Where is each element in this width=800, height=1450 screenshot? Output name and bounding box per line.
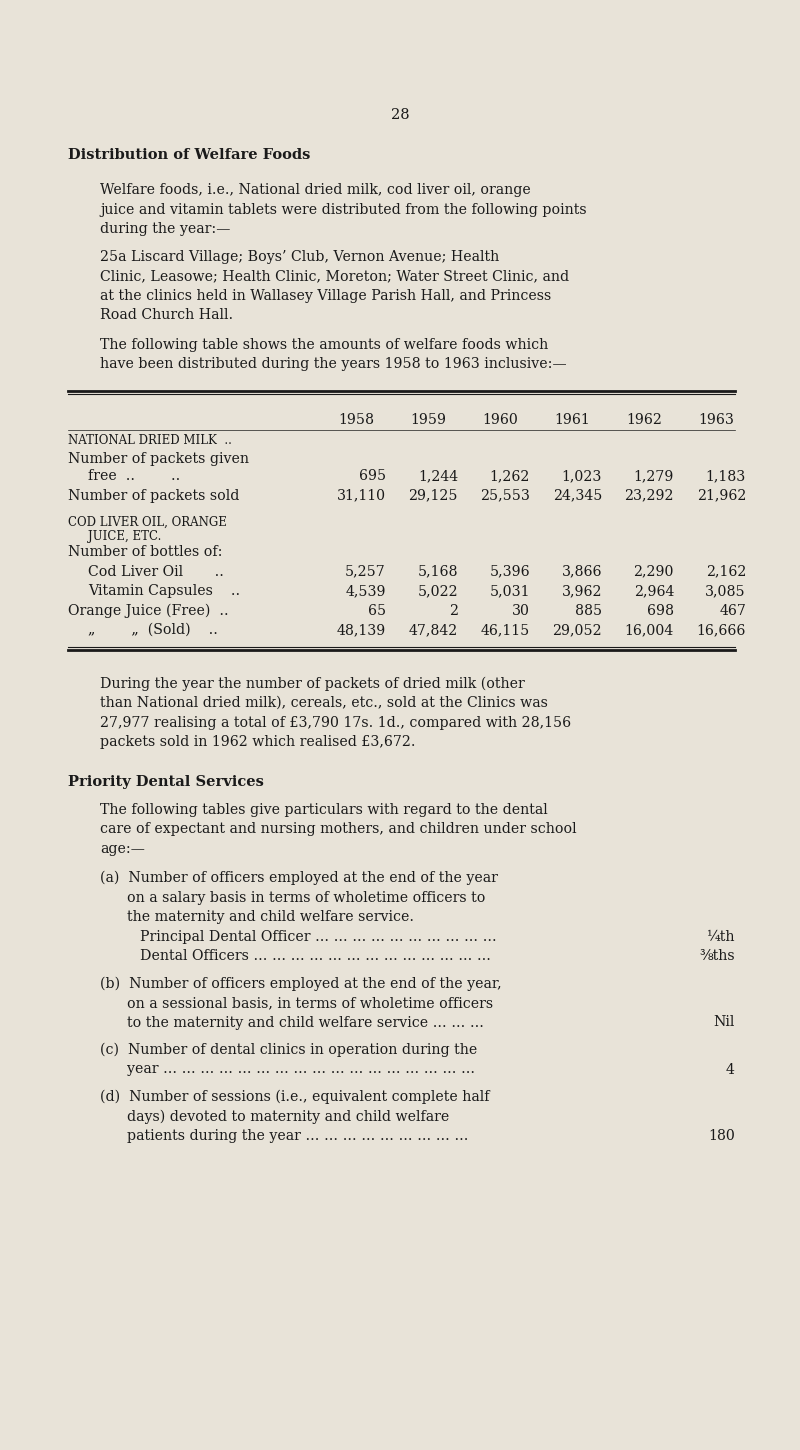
- Text: 31,110: 31,110: [337, 489, 386, 503]
- Text: the maternity and child welfare service.: the maternity and child welfare service.: [100, 911, 414, 924]
- Text: 3,962: 3,962: [562, 584, 602, 597]
- Text: During the year the number of packets of dried milk (other: During the year the number of packets of…: [100, 677, 525, 690]
- Text: The following table shows the amounts of welfare foods which: The following table shows the amounts of…: [100, 338, 548, 351]
- Text: 16,004: 16,004: [625, 624, 674, 637]
- Text: 24,345: 24,345: [553, 489, 602, 503]
- Text: 30: 30: [512, 603, 530, 618]
- Text: 1,023: 1,023: [562, 468, 602, 483]
- Text: Distribution of Welfare Foods: Distribution of Welfare Foods: [68, 148, 310, 162]
- Text: 29,125: 29,125: [409, 489, 458, 503]
- Text: 180: 180: [708, 1130, 735, 1143]
- Text: Priority Dental Services: Priority Dental Services: [68, 774, 264, 789]
- Text: (a)  Number of officers employed at the end of the year: (a) Number of officers employed at the e…: [100, 871, 498, 886]
- Text: 1958: 1958: [338, 412, 374, 426]
- Text: NATIONAL DRIED MILK  ..: NATIONAL DRIED MILK ..: [68, 434, 232, 447]
- Text: 25,553: 25,553: [480, 489, 530, 503]
- Text: Number of packets sold: Number of packets sold: [68, 489, 239, 503]
- Text: care of expectant and nursing mothers, and children under school: care of expectant and nursing mothers, a…: [100, 822, 577, 837]
- Text: to the maternity and child welfare service … … …: to the maternity and child welfare servi…: [100, 1015, 484, 1030]
- Text: 25a Liscard Village; Boys’ Club, Vernon Avenue; Health: 25a Liscard Village; Boys’ Club, Vernon …: [100, 249, 499, 264]
- Text: 467: 467: [719, 603, 746, 618]
- Text: have been distributed during the years 1958 to 1963 inclusive:—: have been distributed during the years 1…: [100, 357, 566, 371]
- Text: The following tables give particulars with regard to the dental: The following tables give particulars wi…: [100, 802, 548, 816]
- Text: 46,115: 46,115: [481, 624, 530, 637]
- Text: (b)  Number of officers employed at the end of the year,: (b) Number of officers employed at the e…: [100, 976, 502, 990]
- Text: 23,292: 23,292: [625, 489, 674, 503]
- Text: Nil: Nil: [714, 1015, 735, 1030]
- Text: 1,279: 1,279: [634, 468, 674, 483]
- Text: age:—: age:—: [100, 841, 145, 855]
- Text: 5,022: 5,022: [418, 584, 458, 597]
- Text: at the clinics held in Wallasey Village Parish Hall, and Princess: at the clinics held in Wallasey Village …: [100, 289, 551, 303]
- Text: 1,244: 1,244: [418, 468, 458, 483]
- Text: COD LIVER OIL, ORANGE: COD LIVER OIL, ORANGE: [68, 516, 227, 529]
- Text: during the year:—: during the year:—: [100, 222, 230, 236]
- Text: 28: 28: [390, 107, 410, 122]
- Text: JUICE, ETC.: JUICE, ETC.: [88, 529, 162, 542]
- Text: „        „  (Sold)    ..: „ „ (Sold) ..: [88, 624, 218, 637]
- Text: ¼th: ¼th: [706, 929, 735, 944]
- Text: 16,666: 16,666: [697, 624, 746, 637]
- Text: 29,052: 29,052: [552, 624, 602, 637]
- Text: 65: 65: [368, 603, 386, 618]
- Text: 4: 4: [726, 1063, 735, 1076]
- Text: Cod Liver Oil       ..: Cod Liver Oil ..: [88, 564, 224, 579]
- Text: 4,539: 4,539: [346, 584, 386, 597]
- Text: juice and vitamin tablets were distributed from the following points: juice and vitamin tablets were distribut…: [100, 203, 586, 216]
- Text: 2,290: 2,290: [634, 564, 674, 579]
- Text: 1959: 1959: [410, 412, 446, 426]
- Text: 1,183: 1,183: [706, 468, 746, 483]
- Text: 3,085: 3,085: [706, 584, 746, 597]
- Text: ⅜ths: ⅜ths: [699, 948, 735, 963]
- Text: Welfare foods, i.e., National dried milk, cod liver oil, orange: Welfare foods, i.e., National dried milk…: [100, 183, 530, 197]
- Text: than National dried milk), cereals, etc., sold at the Clinics was: than National dried milk), cereals, etc.…: [100, 696, 548, 710]
- Text: Dental Officers … … … … … … … … … … … … …: Dental Officers … … … … … … … … … … … … …: [140, 948, 491, 963]
- Text: Vitamin Capsules    ..: Vitamin Capsules ..: [88, 584, 240, 597]
- Text: Principal Dental Officer … … … … … … … … … …: Principal Dental Officer … … … … … … … ……: [140, 929, 497, 944]
- Text: 27,977 realising a total of £3,790 17s. 1d., compared with 28,156: 27,977 realising a total of £3,790 17s. …: [100, 715, 571, 729]
- Text: 3,866: 3,866: [562, 564, 602, 579]
- Text: 1,262: 1,262: [490, 468, 530, 483]
- Text: 2,964: 2,964: [634, 584, 674, 597]
- Text: 2: 2: [449, 603, 458, 618]
- Text: (c)  Number of dental clinics in operation during the: (c) Number of dental clinics in operatio…: [100, 1043, 478, 1057]
- Text: 21,962: 21,962: [697, 489, 746, 503]
- Text: 5,257: 5,257: [346, 564, 386, 579]
- Text: 1960: 1960: [482, 412, 518, 426]
- Text: 698: 698: [647, 603, 674, 618]
- Text: 695: 695: [359, 468, 386, 483]
- Text: on a sessional basis, in terms of wholetime officers: on a sessional basis, in terms of wholet…: [100, 996, 493, 1011]
- Text: 2,162: 2,162: [706, 564, 746, 579]
- Text: days) devoted to maternity and child welfare: days) devoted to maternity and child wel…: [100, 1109, 450, 1124]
- Text: on a salary basis in terms of wholetime officers to: on a salary basis in terms of wholetime …: [100, 890, 486, 905]
- Text: 47,842: 47,842: [409, 624, 458, 637]
- Text: 5,396: 5,396: [490, 564, 530, 579]
- Text: Road Church Hall.: Road Church Hall.: [100, 307, 233, 322]
- Text: packets sold in 1962 which realised £3,672.: packets sold in 1962 which realised £3,6…: [100, 735, 415, 750]
- Text: 5,168: 5,168: [418, 564, 458, 579]
- Text: patients during the year … … … … … … … … …: patients during the year … … … … … … … ……: [100, 1130, 469, 1143]
- Text: 5,031: 5,031: [490, 584, 530, 597]
- Text: Number of bottles of:: Number of bottles of:: [68, 545, 222, 560]
- Text: 48,139: 48,139: [337, 624, 386, 637]
- Text: year … … … … … … … … … … … … … … … … …: year … … … … … … … … … … … … … … … … …: [100, 1063, 475, 1076]
- Text: 1963: 1963: [698, 412, 734, 426]
- Text: 1961: 1961: [554, 412, 590, 426]
- Text: Number of packets given: Number of packets given: [68, 451, 249, 465]
- Text: 885: 885: [575, 603, 602, 618]
- Text: free  ..        ..: free .. ..: [88, 468, 180, 483]
- Text: 1962: 1962: [626, 412, 662, 426]
- Text: Clinic, Leasowe; Health Clinic, Moreton; Water Street Clinic, and: Clinic, Leasowe; Health Clinic, Moreton;…: [100, 270, 569, 283]
- Text: (d)  Number of sessions (i.e., equivalent complete half: (d) Number of sessions (i.e., equivalent…: [100, 1090, 490, 1105]
- Text: Orange Juice (Free)  ..: Orange Juice (Free) ..: [68, 603, 229, 618]
